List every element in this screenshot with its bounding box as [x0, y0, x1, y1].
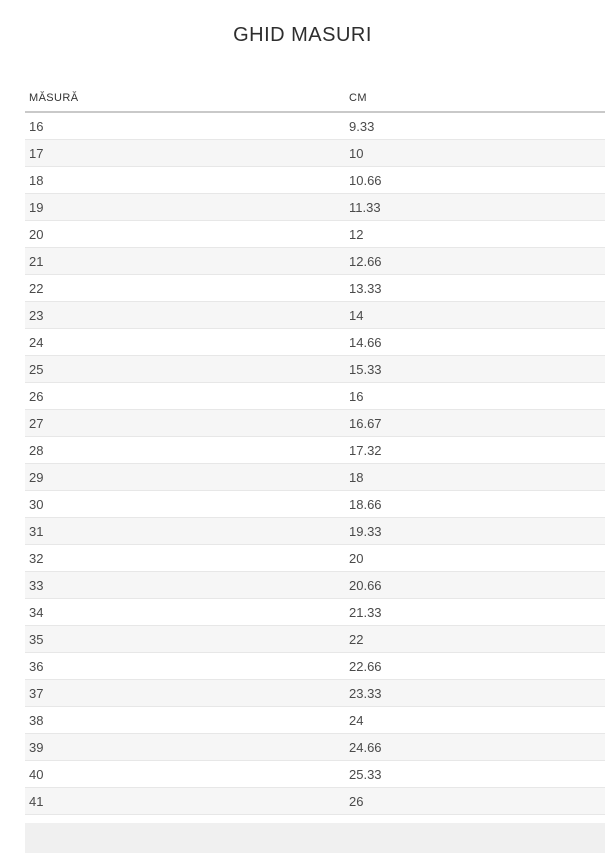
- cm-cell: 25.33: [349, 766, 382, 782]
- size-cell: 18: [29, 172, 44, 188]
- cm-cell: 21.33: [349, 604, 382, 620]
- cm-cell: 26: [349, 793, 364, 809]
- size-cell: 29: [29, 469, 44, 485]
- table-row: 36 22.66: [25, 653, 605, 680]
- cm-cell: 20.66: [349, 577, 382, 593]
- size-cell: 38: [29, 712, 44, 728]
- cm-cell: 22.66: [349, 658, 382, 674]
- table-row: 23 14: [25, 302, 605, 329]
- size-cell: 40: [29, 766, 44, 782]
- cm-cell: 16.67: [349, 415, 382, 431]
- cm-cell: 15.33: [349, 361, 382, 377]
- table-row: 28 17.32: [25, 437, 605, 464]
- table-row: 35 22: [25, 626, 605, 653]
- table-row: 26 16: [25, 383, 605, 410]
- size-cell: 36: [29, 658, 44, 674]
- size-cell: 27: [29, 415, 44, 431]
- cm-cell: 24: [349, 712, 364, 728]
- column-header-cm: CM: [349, 91, 367, 104]
- cm-cell: 18.66: [349, 496, 382, 512]
- table-row: 19 11.33: [25, 194, 605, 221]
- table-row: 29 18: [25, 464, 605, 491]
- size-cell: 24: [29, 334, 44, 350]
- table-row: 40 25.33: [25, 761, 605, 788]
- cm-cell: 24.66: [349, 739, 382, 755]
- table-row: 16 9.33: [25, 113, 605, 140]
- table-row: 25 15.33: [25, 356, 605, 383]
- table-row: 27 16.67: [25, 410, 605, 437]
- cm-cell: 14: [349, 307, 364, 323]
- table-row: 38 24: [25, 707, 605, 734]
- cm-cell: 12: [349, 226, 364, 242]
- table-row: 18 10.66: [25, 167, 605, 194]
- table-header-row: MĂSURĂ CM: [25, 84, 605, 113]
- size-cell: 16: [29, 118, 44, 134]
- cm-cell: 14.66: [349, 334, 382, 350]
- table-row: 34 21.33: [25, 599, 605, 626]
- size-cell: 35: [29, 631, 44, 647]
- size-cell: 21: [29, 253, 44, 269]
- table-row: 41 26: [25, 788, 605, 815]
- size-cell: 31: [29, 523, 44, 539]
- size-cell: 33: [29, 577, 44, 593]
- size-cell: 25: [29, 361, 44, 377]
- table-row: 20 12: [25, 221, 605, 248]
- size-cell: 19: [29, 199, 44, 215]
- table-row: 31 19.33: [25, 518, 605, 545]
- cm-cell: 22: [349, 631, 364, 647]
- table-row: 17 10: [25, 140, 605, 167]
- cm-cell: 18: [349, 469, 364, 485]
- column-header-size: MĂSURĂ: [29, 91, 79, 104]
- size-cell: 34: [29, 604, 44, 620]
- cm-cell: 13.33: [349, 280, 382, 296]
- size-cell: 28: [29, 442, 44, 458]
- cm-cell: 9.33: [349, 118, 375, 134]
- table-row: 24 14.66: [25, 329, 605, 356]
- table-row: 30 18.66: [25, 491, 605, 518]
- table-row: 33 20.66: [25, 572, 605, 599]
- cm-cell: 16: [349, 388, 364, 404]
- size-cell: 32: [29, 550, 44, 566]
- partial-next-row: [25, 823, 605, 853]
- cm-cell: 10: [349, 145, 364, 161]
- size-cell: 30: [29, 496, 44, 512]
- cm-cell: 12.66: [349, 253, 382, 269]
- table-row: 21 12.66: [25, 248, 605, 275]
- table-row: 32 20: [25, 545, 605, 572]
- size-cell: 26: [29, 388, 44, 404]
- size-cell: 39: [29, 739, 44, 755]
- cm-cell: 10.66: [349, 172, 382, 188]
- cm-cell: 11.33: [349, 199, 381, 215]
- size-cell: 23: [29, 307, 44, 323]
- cm-cell: 20: [349, 550, 364, 566]
- page-title: GHID MASURI: [233, 24, 372, 46]
- table-body: 16 9.33 17 10 18 10.66 19 11.33 20 12 21…: [25, 113, 605, 815]
- size-cell: 41: [29, 793, 44, 809]
- cm-cell: 19.33: [349, 523, 382, 539]
- size-cell: 37: [29, 685, 44, 701]
- size-cell: 20: [29, 226, 44, 242]
- cm-cell: 17.32: [349, 442, 382, 458]
- size-cell: 17: [29, 145, 44, 161]
- table-row: 39 24.66: [25, 734, 605, 761]
- size-guide-table: MĂSURĂ CM 16 9.33 17 10 18 10.66 19 11.3…: [25, 84, 605, 815]
- table-row: 22 13.33: [25, 275, 605, 302]
- cm-cell: 23.33: [349, 685, 382, 701]
- size-cell: 22: [29, 280, 44, 296]
- table-row: 37 23.33: [25, 680, 605, 707]
